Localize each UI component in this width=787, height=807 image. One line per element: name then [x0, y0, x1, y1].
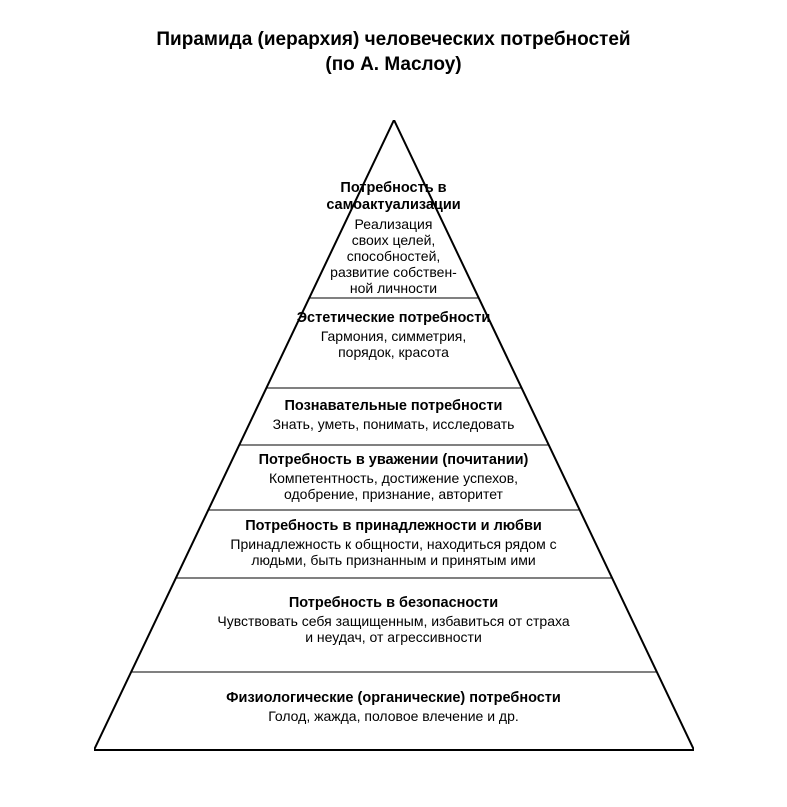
level-description: Знать, уметь, понимать, исследовать: [94, 416, 694, 432]
level-heading: Потребность в безопасности: [94, 595, 694, 612]
pyramid-diagram: Потребность в самоактуализацииРеализация…: [94, 120, 694, 760]
title-line-2: (по А. Маслоу): [0, 53, 787, 78]
level-heading: Потребность в уважении (почитании): [94, 452, 694, 469]
level-heading: Познавательные потребности: [94, 398, 694, 415]
level-heading: Эстетические потребности: [94, 310, 694, 327]
pyramid-level-3: Познавательные потребностиЗнать, уметь, …: [94, 398, 694, 432]
pyramid-level-2: Эстетические потребностиГармония, симмет…: [94, 310, 694, 361]
level-heading: Потребность в принадлежности и любви: [94, 518, 694, 535]
pyramid-level-1: Потребность в самоактуализацииРеализация…: [94, 180, 694, 296]
level-description: Компетентность, достижение успехов, одоб…: [94, 470, 694, 502]
pyramid-level-5: Потребность в принадлежности и любвиПрин…: [94, 518, 694, 569]
level-description: Принадлежность к общности, находиться ря…: [94, 536, 694, 568]
level-description: Чувствовать себя защищенным, избавиться …: [94, 613, 694, 645]
title-line-1: Пирамида (иерархия) человеческих потребн…: [0, 28, 787, 53]
pyramid-level-4: Потребность в уважении (почитании)Компет…: [94, 452, 694, 503]
pyramid-level-6: Потребность в безопасностиЧувствовать се…: [94, 595, 694, 646]
level-heading: Потребность в самоактуализации: [94, 180, 694, 215]
level-heading: Физиологические (органические) потребнос…: [94, 690, 694, 707]
page-title: Пирамида (иерархия) человеческих потребн…: [0, 0, 787, 77]
pyramid-level-7: Физиологические (органические) потребнос…: [94, 690, 694, 724]
level-description: Реализация своих целей, способностей, ра…: [94, 216, 694, 296]
level-description: Голод, жажда, половое влечение и др.: [94, 708, 694, 724]
level-description: Гармония, симметрия, порядок, красота: [94, 328, 694, 360]
